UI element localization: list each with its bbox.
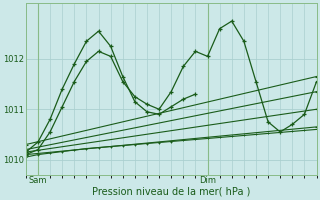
- X-axis label: Pression niveau de la mer( hPa ): Pression niveau de la mer( hPa ): [92, 187, 250, 197]
